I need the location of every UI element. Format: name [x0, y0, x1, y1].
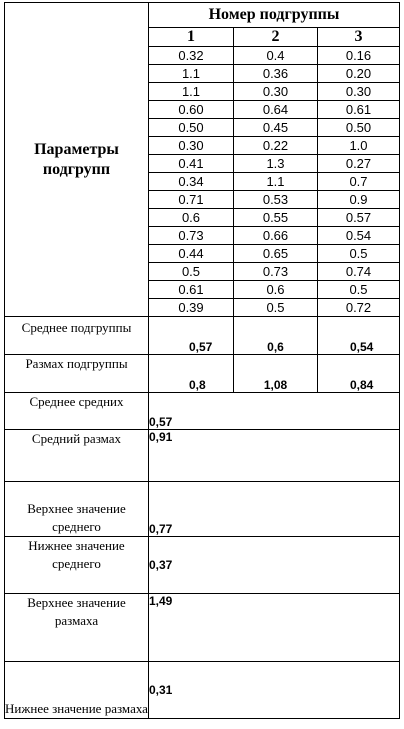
- subgroup-range-value-2: 1,08: [233, 354, 318, 393]
- value-cell: 0.20: [317, 64, 400, 83]
- value-cell: 0.39: [148, 298, 234, 317]
- upper-mean-value: 0,77: [148, 481, 400, 537]
- value-cell: 0.4: [233, 46, 318, 65]
- value-cell: 0.7: [317, 172, 400, 191]
- value-cell: 0.50: [148, 118, 234, 137]
- data-row: 0.71 0.53 0.9: [5, 190, 400, 209]
- value-cell: 0.57: [317, 208, 400, 227]
- value-cell: 0.16: [317, 46, 400, 65]
- value-cell: 0.54: [317, 226, 400, 245]
- value-cell: 0.71: [148, 190, 234, 209]
- value-cell: 1.1: [148, 64, 234, 83]
- value-cell: 0.41: [148, 154, 234, 173]
- data-row: 1.1 0.36 0.20: [5, 64, 400, 83]
- value-cell: 0.61: [317, 100, 400, 119]
- data-row: 0.30 0.22 1.0: [5, 136, 400, 155]
- value-cell: 0.5: [233, 298, 318, 317]
- statistics-table: Параметры подгрупп Номер подгруппы 1 2 3…: [4, 2, 400, 719]
- lower-range-value: 0,31: [148, 661, 400, 719]
- mean-of-means-value: 0,57: [148, 392, 400, 430]
- group-number-header: Номер подгруппы: [148, 2, 400, 28]
- value-cell: 0.53: [233, 190, 318, 209]
- subgroup-mean-row: Среднее подгруппы 0,57 0,6 0,54: [4, 316, 400, 355]
- value-cell: 0.9: [317, 190, 400, 209]
- value-cell: 0.30: [317, 82, 400, 101]
- params-header: Параметры подгрупп: [4, 2, 149, 317]
- data-row: 0.44 0.65 0.5: [5, 244, 400, 263]
- value-cell: 0.30: [148, 136, 234, 155]
- value-cell: 0.66: [233, 226, 318, 245]
- value-cell: 0.27: [317, 154, 400, 173]
- subgroup-mean-value-2: 0,6: [233, 316, 318, 355]
- params-title: Параметры подгрупп: [34, 140, 119, 178]
- value-cell: 0.22: [233, 136, 318, 155]
- mean-of-means-row: Среднее средних 0,57: [4, 392, 400, 430]
- value-cell: 0.72: [317, 298, 400, 317]
- subgroup-number-1: 1: [148, 27, 234, 47]
- subgroup-range-value-1: 0,8: [148, 354, 234, 393]
- value-cell: 0.5: [317, 244, 400, 263]
- value-cell: 0.64: [233, 100, 318, 119]
- value-cell: 0.73: [233, 262, 318, 281]
- subgroup-range-label: Размах подгруппы: [4, 354, 149, 393]
- upper-range-label: Верхнее значение размаха: [4, 593, 149, 662]
- value-cell: 0.5: [148, 262, 234, 281]
- lower-range-row: Нижнее значение размаха 0,31: [4, 661, 400, 719]
- subgroup-mean-label: Среднее подгруппы: [4, 316, 149, 355]
- data-row: 0.50 0.45 0.50: [5, 118, 400, 137]
- value-cell: 1.1: [148, 82, 234, 101]
- value-cell: 0.45: [233, 118, 318, 137]
- upper-range-value: 1,49: [148, 593, 400, 662]
- value-cell: 0.60: [148, 100, 234, 119]
- data-row: 0.34 1.1 0.7: [5, 172, 400, 191]
- value-cell: 0.55: [233, 208, 318, 227]
- value-cell: 1.3: [233, 154, 318, 173]
- data-row: 0.39 0.5 0.72: [5, 298, 400, 317]
- value-cell: 0.30: [233, 82, 318, 101]
- value-cell: 0.50: [317, 118, 400, 137]
- mean-range-label: Средний размах: [4, 429, 149, 482]
- mean-range-row: Средний размах 0,91: [4, 429, 400, 482]
- value-cell: 1.0: [317, 136, 400, 155]
- subgroup-mean-value-3: 0,54: [317, 316, 400, 355]
- upper-mean-row: Верхнее значение среднего 0,77: [4, 481, 400, 537]
- lower-mean-label: Нижнее значение среднего: [4, 536, 149, 594]
- value-cell: 0.61: [148, 280, 234, 299]
- data-row: 0.60 0.64 0.61: [5, 100, 400, 119]
- subgroup-number-3: 3: [317, 27, 400, 47]
- lower-range-label: Нижнее значение размаха: [4, 661, 149, 719]
- value-cell: 0.6: [148, 208, 234, 227]
- value-cell: 0.34: [148, 172, 234, 191]
- data-row: 0.41 1.3 0.27: [5, 154, 400, 173]
- subgroup-range-value-3: 0,84: [317, 354, 400, 393]
- upper-mean-label: Верхнее значение среднего: [4, 481, 149, 537]
- subgroup-number-2: 2: [233, 27, 318, 47]
- value-cell: 0.74: [317, 262, 400, 281]
- value-cell: 0.5: [317, 280, 400, 299]
- value-cell: 0.44: [148, 244, 234, 263]
- subgroup-mean-value-1: 0,57: [148, 316, 234, 355]
- lower-mean-value: 0,37: [148, 536, 400, 594]
- value-cell: 0.32: [148, 46, 234, 65]
- value-cell: 0.36: [233, 64, 318, 83]
- value-cell: 0.65: [233, 244, 318, 263]
- mean-range-value: 0,91: [148, 429, 400, 482]
- subgroup-range-row: Размах подгруппы 0,8 1,08 0,84: [4, 354, 400, 393]
- value-cell: 0.6: [233, 280, 318, 299]
- lower-mean-row: Нижнее значение среднего 0,37: [4, 536, 400, 594]
- upper-range-row: Верхнее значение размаха 1,49: [4, 593, 400, 662]
- value-cell: 0.73: [148, 226, 234, 245]
- data-row: 0.5 0.73 0.74: [5, 262, 400, 281]
- mean-of-means-label: Среднее средних: [4, 392, 149, 430]
- value-cell: 1.1: [233, 172, 318, 191]
